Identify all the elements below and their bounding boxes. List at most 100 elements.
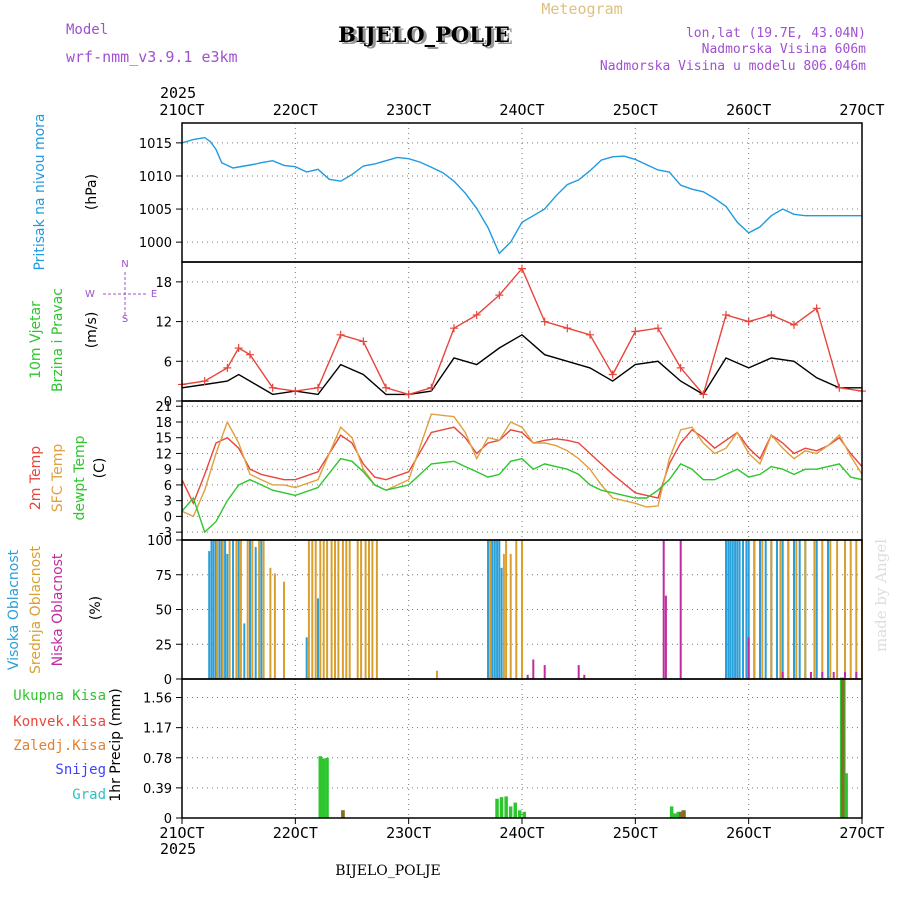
- x-tick-label-top: 22OCT: [273, 101, 318, 119]
- x-tick-label-bottom: 27OCT: [839, 824, 884, 842]
- data-marks: [178, 136, 866, 818]
- gust-point: [744, 317, 753, 326]
- ylabel-temp: 2m Temp: [28, 446, 44, 510]
- bar-srednja-oblacnost: [829, 540, 832, 679]
- bar-srednja-oblacnost: [337, 540, 340, 679]
- legend-precip-4: Grad: [72, 787, 106, 803]
- bar-srednja-oblacnost: [239, 540, 242, 679]
- gust-point: [631, 327, 640, 336]
- ylabel-wind: 10m Vjetar: [28, 301, 44, 379]
- compass-w: W: [85, 289, 95, 300]
- y-tick-label: 9: [164, 463, 172, 478]
- x-tick-label-top: 24OCT: [499, 101, 544, 119]
- gust-point: [246, 350, 254, 359]
- gust-point: [676, 363, 685, 372]
- bar-ukupna-kisa: [495, 798, 499, 818]
- bar-srednja-oblacnost: [314, 540, 317, 679]
- bar-srednja-oblacnost: [334, 540, 336, 679]
- y-tick-label: 0.39: [143, 782, 172, 797]
- bar-visoka-oblacnost: [493, 540, 496, 679]
- bar-visoka-oblacnost: [208, 551, 211, 679]
- bar-ukupna-kisa: [518, 810, 522, 818]
- bar-zaledj-kisa: [682, 810, 686, 818]
- bar-visoka-oblacnost: [725, 540, 727, 679]
- x-tick-label-bottom: 25OCT: [613, 824, 658, 842]
- bar-visoka-oblacnost: [226, 553, 229, 679]
- gust-point: [382, 383, 390, 392]
- bar-visoka-oblacnost: [498, 540, 501, 679]
- gust-point: [699, 390, 708, 399]
- ylabel-temp-unit: (C): [92, 458, 108, 479]
- bar-srednja-oblacnost: [246, 540, 249, 679]
- legend-precip-3: Snijeg: [55, 762, 106, 778]
- y-tick-label: 0: [164, 395, 172, 410]
- y-tick-label: 18: [155, 276, 172, 291]
- y-tick-label: 1005: [139, 203, 172, 218]
- y-tick-label: 75: [155, 569, 172, 584]
- bar-visoka-oblacnost: [731, 540, 734, 679]
- bar-niska-oblacnost: [832, 672, 835, 679]
- bar-srednja-oblacnost: [813, 540, 816, 679]
- y-tick-label: 6: [164, 479, 172, 494]
- bar-srednja-oblacnost: [821, 540, 824, 679]
- x-tick-label-top: 26OCT: [726, 101, 771, 119]
- y-tick-label: 0.78: [143, 752, 172, 767]
- y-tick-label: 1.17: [143, 722, 172, 737]
- bar-srednja-oblacnost: [770, 540, 773, 679]
- bar-visoka-oblacnost: [729, 540, 732, 679]
- x-tick-label-bottom: 23OCT: [386, 824, 431, 842]
- compass-s: S: [122, 314, 128, 325]
- bar-srednja-oblacnost: [311, 540, 314, 679]
- bar-srednja-oblacnost: [849, 540, 852, 679]
- axis-labels: 1000100510101015061218-30369121518210255…: [6, 84, 885, 858]
- legend-precip-0: Ukupna Kisa: [13, 688, 106, 704]
- bar-srednja-oblacnost: [319, 540, 322, 679]
- bar-srednja-oblacnost: [307, 540, 310, 679]
- bar-srednja-oblacnost: [322, 540, 325, 679]
- bar-srednja-oblacnost: [753, 540, 756, 679]
- bar-srednja-oblacnost: [269, 567, 272, 679]
- year-label-bottom: 2025: [160, 840, 196, 858]
- bar-visoka-oblacnost: [220, 540, 223, 679]
- y-tick-label: 6: [164, 355, 172, 370]
- bar-visoka-oblacnost: [734, 540, 737, 679]
- bar-niska-oblacnost: [844, 672, 846, 679]
- bar-srednja-oblacnost: [221, 540, 224, 679]
- legend-precip-1: Konvek.Kisa: [13, 714, 106, 730]
- bar-visoka-oblacnost: [224, 540, 227, 679]
- bar-srednja-oblacnost: [251, 540, 254, 679]
- gust-point: [427, 383, 436, 392]
- series-line-2m-temp: [181, 426, 863, 506]
- bar-visoka-oblacnost: [815, 540, 818, 679]
- bar-visoka-oblacnost: [218, 540, 221, 679]
- model-elevation: Nadmorska Visina u modelu 806.046m: [600, 59, 866, 74]
- footer-station: BIJELO_POLJE: [335, 863, 440, 879]
- bar-srednja-oblacnost: [330, 540, 333, 679]
- bar-visoka-oblacnost: [736, 540, 739, 679]
- bar-visoka-oblacnost: [742, 540, 744, 679]
- bar-visoka-oblacnost: [745, 540, 748, 679]
- bar-visoka-oblacnost: [210, 540, 213, 679]
- gust-point: [722, 310, 730, 319]
- bar-visoka-oblacnost: [827, 540, 829, 679]
- y-tick-label: -3: [159, 526, 172, 541]
- bar-srednja-oblacnost: [371, 540, 374, 679]
- ylabel-pressure: Pritisak na nivou mora: [32, 113, 48, 270]
- bar-visoka-oblacnost: [317, 598, 319, 679]
- bar-ukupna-kisa: [522, 811, 526, 818]
- bar-visoka-oblacnost: [232, 540, 234, 679]
- y-tick-label: 0: [164, 673, 172, 688]
- bar-ukupna-kisa: [513, 802, 517, 818]
- bar-zaledj-kisa: [841, 679, 845, 818]
- y-tick-label: 1.56: [143, 692, 172, 707]
- bar-visoka-oblacnost: [759, 540, 761, 679]
- y-tick-label: 1000: [139, 236, 172, 251]
- gust-point: [495, 291, 504, 300]
- gust-point: [268, 383, 277, 392]
- bar-srednja-oblacnost: [502, 553, 505, 679]
- gust-point: [359, 337, 368, 346]
- gust-point: [790, 320, 798, 329]
- gust-point: [200, 377, 209, 386]
- bar-ukupna-kisa: [325, 757, 329, 818]
- bar-visoka-oblacnost: [798, 540, 801, 679]
